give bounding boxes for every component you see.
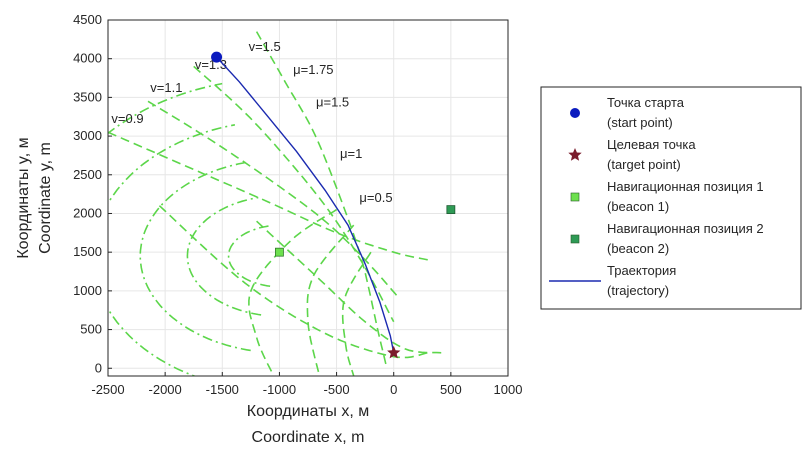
legend-sublabel: (trajectory) [607, 283, 669, 298]
trajectory-line [216, 56, 395, 353]
legend-label: Навигационная позиция 2 [607, 221, 764, 236]
y-tick-label: 3000 [73, 128, 102, 143]
isoline-mu [193, 65, 395, 323]
legend-label: Траектория [607, 263, 676, 278]
isoline-mu [255, 31, 388, 369]
legend-label: Точка старта [607, 95, 685, 110]
y-axis-label-ru: Координаты y, м [15, 137, 32, 258]
curve-label: v=0.9 [111, 111, 143, 126]
x-tick-label: 1000 [494, 382, 523, 397]
trajectory [216, 56, 395, 353]
curve-label: v=1.1 [150, 80, 182, 95]
y-tick-label: 2500 [73, 167, 102, 182]
y-tick-label: 3500 [73, 89, 102, 104]
y-tick-label: 0 [95, 360, 102, 375]
isoline-v [186, 196, 262, 316]
legend-sublabel: (target point) [607, 157, 681, 172]
y-tick-label: 500 [80, 322, 102, 337]
legend-start-marker [570, 108, 580, 118]
curve-label: μ=0.5 [359, 190, 392, 205]
curve-label: μ=1.5 [316, 95, 349, 110]
target-point-marker [387, 345, 401, 359]
isoline-v [108, 82, 223, 135]
legend-label: Навигационная позиция 1 [607, 179, 764, 194]
curve-label: v=1.5 [249, 39, 281, 54]
isoline-curves [108, 31, 442, 376]
x-axis-label-ru: Координаты x, м [247, 403, 369, 420]
isoline-mu [248, 208, 338, 376]
isoline-labels: μ=1.75 μ=1.5 μ=1 μ=0.5 v=1.5 v=1.3 v=1.1 v=0.9 [111, 39, 392, 205]
legend: Точка старта (start point) Целевая точка (t… [540, 86, 802, 310]
plot-frame [107, 19, 509, 377]
x-axis-label-en: Coordinate x, m [252, 429, 365, 446]
x-tick-label: -1500 [206, 382, 239, 397]
beacon-2-marker [446, 205, 456, 215]
beacon-1-marker [275, 247, 284, 257]
isoline-v [139, 161, 251, 352]
isoline-mu [108, 131, 429, 261]
x-tick-label: -2000 [149, 382, 182, 397]
x-tick-label: -1000 [263, 382, 296, 397]
y-tick-label: 4500 [73, 12, 102, 27]
legend-beacon-marker [570, 192, 580, 202]
x-tick-label: 500 [440, 382, 462, 397]
curve-label: μ=1 [340, 146, 362, 161]
legend-sublabel: (beacon 2) [607, 241, 669, 256]
axis-labels: Координаты x, м Coordinate x, m Координа… [15, 137, 369, 446]
legend-label: Целевая точка [607, 137, 696, 152]
isoline-v [108, 124, 236, 376]
isoline-mu [306, 224, 355, 376]
isoline-mu [147, 100, 401, 300]
y-tick-label: 1500 [73, 244, 102, 259]
y-tick-label: 1000 [73, 283, 102, 298]
legend-sublabel: (start point) [607, 115, 673, 130]
y-tick-label: 2000 [73, 205, 102, 220]
curve-label: v=1.3 [195, 57, 227, 72]
axis-ticks: -2500 -2000 -1500 -1000 -500 0 500 1000 0 500 1000… [73, 12, 522, 397]
x-tick-label: -500 [324, 382, 350, 397]
legend-target-marker [568, 148, 582, 161]
marker-points [211, 51, 456, 359]
isoline-v [227, 225, 271, 287]
y-axis-label-en: Coordinate y, m [37, 142, 54, 254]
x-tick-label: -2500 [91, 382, 124, 397]
isoline-mu [341, 251, 372, 376]
y-tick-label: 4000 [73, 51, 102, 66]
x-tick-label: 0 [390, 382, 397, 397]
legend-beacon-marker [570, 234, 580, 244]
isoline-mu [158, 205, 429, 359]
start-point-marker [211, 51, 223, 63]
curve-label: μ=1.75 [293, 62, 333, 77]
legend-box [540, 86, 802, 310]
legend-sublabel: (beacon 1) [607, 199, 669, 214]
isoline-mu [256, 220, 442, 354]
